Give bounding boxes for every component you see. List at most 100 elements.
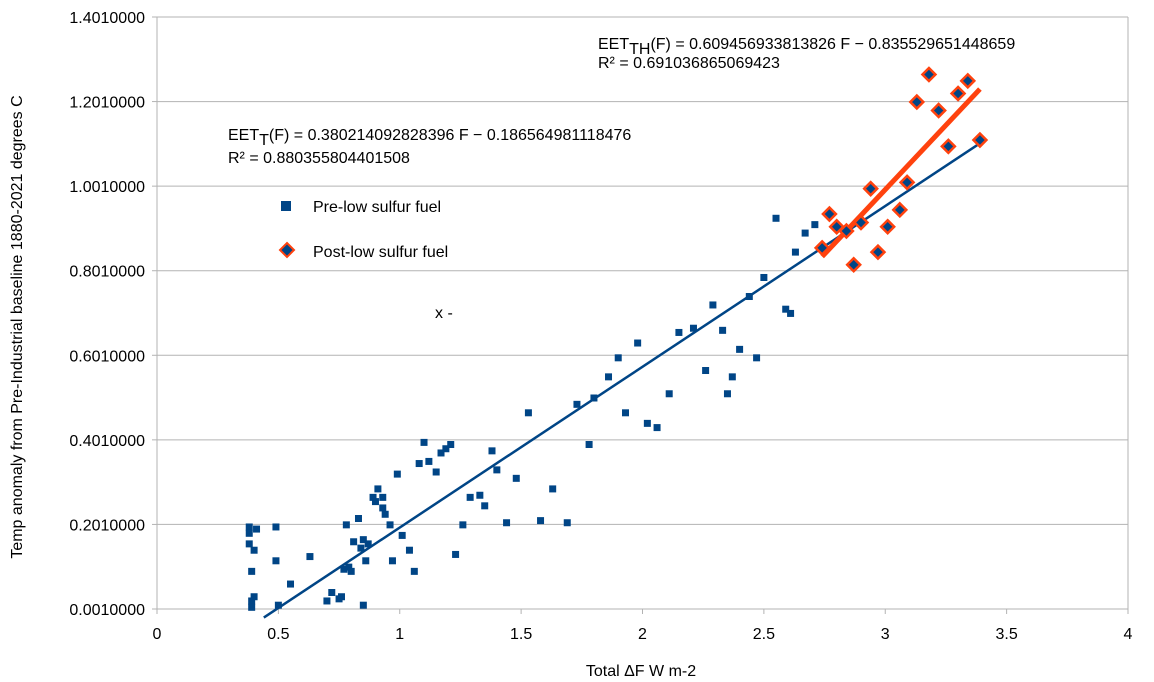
y-tick-label: 1.4010000: [69, 10, 145, 27]
data-point-pre: [753, 354, 761, 362]
data-point-pre: [250, 593, 258, 601]
data-point-post: [891, 201, 909, 219]
tick-labels: 0.0010000 0.2010000 0.4010000 0.6010000 0.80…: [69, 10, 1132, 643]
svg-text:EETTH(F) = 0.609456933813826 F: EETTH(F) = 0.609456933813826 F − 0.83552…: [598, 36, 1015, 58]
x-tick-label: 2: [638, 626, 647, 643]
data-point-pre: [653, 424, 661, 432]
x-tick-label: 3: [881, 626, 890, 643]
data-point-pre: [811, 221, 819, 229]
data-point-post: [845, 256, 862, 274]
data-point-pre: [493, 466, 501, 474]
data-point-pre: [337, 593, 345, 601]
data-point-pre: [272, 557, 280, 565]
y-tick-label: 0.6010000: [69, 348, 145, 365]
data-point-pre: [447, 441, 455, 449]
data-point-post: [908, 93, 926, 111]
grid-lines: [157, 16, 1128, 610]
equation-prefix: EET: [598, 36, 629, 53]
data-point-pre: [622, 409, 630, 417]
data-point-pre: [590, 394, 598, 402]
legend-label-pre: Pre-low sulfur fuel: [313, 199, 441, 216]
data-point-post: [869, 243, 887, 261]
data-point-post: [949, 85, 967, 102]
data-point-pre: [410, 567, 418, 575]
data-point-pre: [323, 597, 331, 605]
data-point-post: [838, 222, 855, 240]
data-point-pre: [452, 550, 460, 558]
legend-label-post: Post-low sulfur fuel: [313, 244, 448, 261]
r-squared-pre: R² = 0.880355804401508: [228, 150, 410, 167]
data-point-pre: [709, 301, 717, 309]
data-point-post: [862, 180, 879, 197]
data-point-post: [940, 138, 957, 155]
data-point-pre: [614, 354, 622, 362]
x-tick-label: 4: [1124, 626, 1133, 643]
data-point-pre: [364, 540, 372, 548]
data-point-pre: [585, 441, 593, 449]
data-point-pre: [245, 540, 253, 548]
r-squared-post: R² = 0.691036865069423: [598, 55, 780, 72]
data-point-pre: [736, 345, 744, 353]
data-point-pre: [350, 538, 358, 546]
data-point-pre: [398, 531, 406, 539]
data-points: [245, 66, 989, 611]
data-point-pre: [381, 510, 389, 518]
x-tick-label: 2.5: [753, 626, 775, 643]
data-point-post: [821, 205, 838, 223]
data-point-pre: [340, 565, 348, 573]
data-point-pre: [466, 493, 474, 501]
data-point-post: [971, 131, 989, 149]
data-point-pre: [250, 546, 258, 554]
data-point-pre: [415, 460, 423, 468]
axes: [152, 16, 1129, 614]
trendline-equation-post: EETTH(F) = 0.609456933813826 F − 0.83552…: [598, 36, 1015, 72]
data-point-pre: [432, 468, 440, 476]
data-point-pre: [702, 367, 710, 375]
data-point-pre: [393, 470, 401, 478]
data-point-pre: [328, 589, 336, 597]
legend-marker-post: [278, 241, 296, 259]
stray-text: x -: [435, 305, 453, 322]
legend-marker-pre: [281, 201, 291, 211]
data-point-pre: [459, 521, 467, 529]
data-point-pre: [388, 557, 396, 565]
data-point-pre: [272, 523, 280, 531]
equation-subscript: TH: [629, 41, 650, 58]
data-point-pre: [359, 536, 367, 544]
data-point-pre: [287, 580, 295, 588]
x-tick-label: 1.5: [510, 626, 532, 643]
data-point-pre: [437, 449, 445, 457]
data-point-pre: [248, 603, 256, 611]
data-point-pre: [512, 474, 520, 482]
equation-body: (F) = 0.380214092828396 F − 0.1865649811…: [269, 127, 631, 144]
data-point-post: [852, 214, 870, 231]
data-point-pre: [549, 485, 557, 493]
data-point-post: [920, 66, 938, 83]
y-axis-label: Temp anomaly from Pre-Industrial baselin…: [9, 95, 26, 558]
data-point-pre: [420, 438, 428, 446]
data-point-pre: [306, 553, 314, 561]
data-point-pre: [488, 447, 496, 455]
data-point-pre: [719, 326, 727, 334]
data-point-post: [813, 239, 831, 257]
data-point-pre: [563, 519, 571, 527]
data-point-pre: [772, 214, 780, 222]
data-point-pre: [345, 563, 353, 571]
y-tick-label: 1.2010000: [69, 95, 145, 112]
data-point-pre: [245, 523, 253, 531]
data-point-pre: [675, 328, 683, 336]
y-tick-label: 0.0010000: [69, 602, 145, 619]
equation-prefix: EET: [228, 127, 259, 144]
x-tick-label: 0: [153, 626, 162, 643]
data-point-post: [879, 218, 896, 236]
data-point-pre: [425, 457, 433, 465]
y-tick-label: 0.2010000: [69, 517, 145, 534]
data-point-pre: [791, 248, 799, 256]
data-point-pre: [369, 493, 377, 501]
data-point-pre: [248, 567, 256, 575]
y-tick-label: 1.0010000: [69, 179, 145, 196]
x-tick-label: 0.5: [267, 626, 289, 643]
data-point-pre: [787, 309, 795, 317]
data-point-pre: [347, 567, 355, 575]
trendline-equation-pre: EETT(F) = 0.380214092828396 F − 0.186564…: [228, 127, 631, 167]
